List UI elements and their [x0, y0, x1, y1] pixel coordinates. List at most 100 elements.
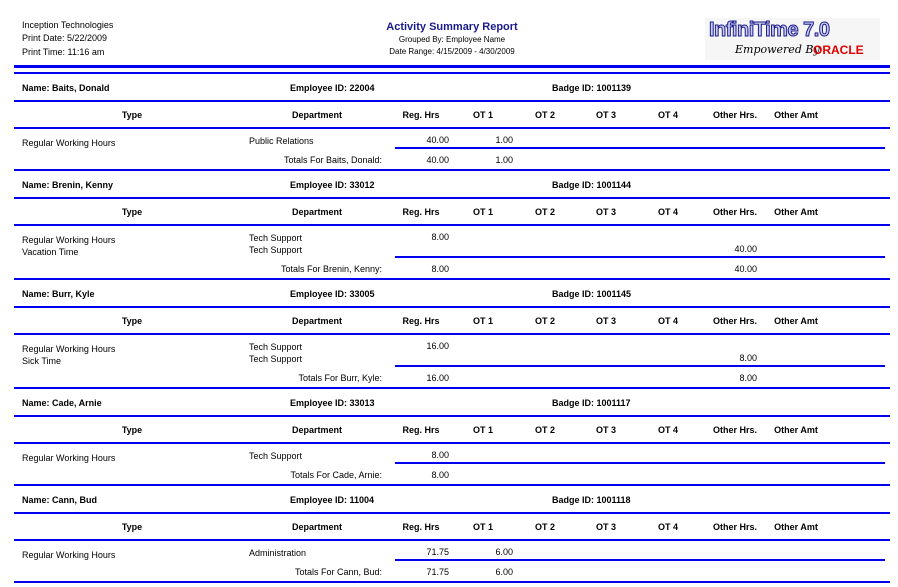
column-header: Other Amt [774, 316, 818, 326]
column-header: OT 3 [595, 425, 617, 435]
column-header-rule [14, 539, 890, 541]
badge-id: Badge ID: 1001144 [552, 180, 632, 190]
column-header: Type [121, 425, 143, 435]
column-header: OT 2 [534, 110, 556, 120]
totals-reg-hrs: 16.00 [426, 373, 449, 383]
column-header-rule [14, 333, 890, 335]
employee-name: Name: Cade, Arnie [22, 398, 102, 408]
employee-name: Name: Brenin, Kenny [22, 180, 114, 190]
employee-name: Name: Burr, Kyle [22, 289, 95, 299]
column-header-rule [14, 224, 890, 226]
totals-label: Totals For Baits, Donald: [283, 155, 382, 165]
logo-main: InfiniTime 7.0 [708, 19, 830, 42]
column-header: OT 4 [657, 316, 679, 326]
column-header: Department [291, 207, 343, 217]
employee-id: Employee ID: 22004 [290, 83, 375, 93]
row-type: Regular Working Hours [22, 344, 116, 354]
column-header: OT 4 [657, 522, 679, 532]
column-header: Reg. Hrs [402, 110, 440, 120]
column-header: OT 1 [472, 425, 494, 435]
employee-id: Employee ID: 33012 [290, 180, 375, 190]
column-header: OT 4 [657, 110, 679, 120]
totals-ot1: 1.00 [495, 155, 513, 165]
column-header: OT 3 [595, 522, 617, 532]
row-type: Vacation Time [22, 247, 79, 257]
header-rule [14, 65, 890, 68]
column-header: Department [291, 425, 343, 435]
print-date: Print Date: 5/22/2009 [22, 33, 108, 43]
column-header: OT 2 [534, 207, 556, 217]
name-rule [14, 306, 890, 308]
row-department: Tech Support [249, 233, 303, 243]
section-rule [14, 169, 890, 171]
column-header: Reg. Hrs [402, 425, 440, 435]
row-ot1: 6.00 [495, 547, 513, 557]
totals-ot1: 6.00 [495, 567, 513, 577]
column-header: Other Amt [774, 207, 818, 217]
column-header: Reg. Hrs [402, 316, 440, 326]
badge-id: Badge ID: 1001117 [552, 398, 631, 408]
column-header: Type [121, 110, 143, 120]
subtotal-rule [395, 365, 885, 367]
row-type: Regular Working Hours [22, 138, 116, 148]
column-header: OT 3 [595, 110, 617, 120]
employee-name: Name: Cann, Bud [22, 495, 98, 505]
totals-other-hrs: 8.00 [739, 373, 757, 383]
column-header: OT 3 [595, 207, 617, 217]
badge-id: Badge ID: 1001118 [552, 495, 631, 505]
row-reg-hrs: 40.00 [426, 135, 449, 145]
totals-reg-hrs: 8.00 [431, 470, 449, 480]
section-rule [14, 278, 890, 280]
column-header: Other Hrs. [712, 316, 758, 326]
row-other-hrs: 40.00 [734, 244, 757, 254]
row-department: Tech Support [249, 342, 303, 352]
row-department: Tech Support [249, 354, 303, 364]
row-other-hrs: 8.00 [739, 353, 757, 363]
column-header: OT 4 [657, 207, 679, 217]
column-header: OT 2 [534, 522, 556, 532]
date-range: Date Range: 4/15/2009 - 4/30/2009 [389, 47, 515, 56]
logo-sub: Empowered By [735, 43, 820, 56]
column-header: Other Hrs. [712, 207, 758, 217]
report-title: Activity Summary Report [386, 21, 518, 33]
row-reg-hrs: 8.00 [431, 232, 449, 242]
row-department: Public Relations [249, 136, 314, 146]
column-header: Other Hrs. [712, 110, 758, 120]
grouped-by: Grouped By: Employee Name [398, 35, 506, 44]
row-type: Regular Working Hours [22, 453, 116, 463]
column-header: OT 1 [472, 522, 494, 532]
column-header: Other Amt [774, 522, 818, 532]
company-name: Inception Technologies [22, 20, 114, 30]
column-header: OT 3 [595, 316, 617, 326]
totals-label: Totals For Cann, Bud: [294, 567, 382, 577]
name-rule [14, 197, 890, 199]
row-reg-hrs: 71.75 [426, 547, 449, 557]
totals-reg-hrs: 8.00 [431, 264, 449, 274]
name-rule [14, 100, 890, 102]
row-reg-hrs: 8.00 [431, 450, 449, 460]
section-rule [14, 581, 890, 583]
logo-oracle: ORACLE [813, 43, 864, 57]
row-type: Regular Working Hours [22, 235, 116, 245]
column-header: Department [291, 110, 343, 120]
employee-id: Employee ID: 33013 [290, 398, 375, 408]
employee-id: Employee ID: 33005 [290, 289, 375, 299]
column-header: Other Amt [774, 425, 818, 435]
column-header: OT 1 [472, 207, 494, 217]
row-department: Tech Support [249, 451, 303, 461]
section-rule [14, 387, 890, 389]
employee-id: Employee ID: 11004 [290, 495, 375, 505]
subtotal-rule [395, 559, 885, 561]
row-type: Sick Time [22, 356, 62, 366]
column-header-rule [14, 442, 890, 444]
column-header: OT 1 [472, 316, 494, 326]
column-header: Other Hrs. [712, 522, 758, 532]
totals-label: Totals For Brenin, Kenny: [280, 264, 382, 274]
badge-id: Badge ID: 1001145 [552, 289, 632, 299]
column-header: OT 4 [657, 425, 679, 435]
column-header-rule [14, 127, 890, 129]
badge-id: Badge ID: 1001139 [552, 83, 632, 93]
row-department: Tech Support [249, 245, 303, 255]
totals-label: Totals For Cade, Arnie: [290, 470, 382, 480]
